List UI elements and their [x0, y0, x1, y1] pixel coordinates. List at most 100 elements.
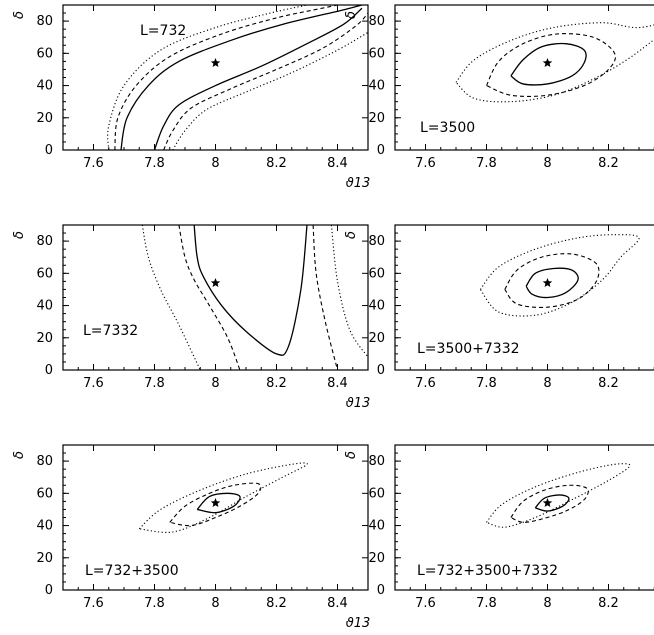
x-tick-label: 8 [211, 596, 219, 611]
y-tick-label: 0 [45, 363, 53, 378]
contour-solid [120, 5, 363, 150]
y-axis-label: δ [344, 451, 359, 459]
true-value-star [542, 278, 553, 288]
y-tick-label: 20 [368, 331, 385, 346]
y-tick-label: 0 [377, 583, 385, 598]
y-tick-label: 60 [368, 266, 385, 281]
y-tick-label: 60 [36, 46, 53, 61]
true-value-star [210, 498, 221, 508]
x-tick-label: 7.6 [83, 596, 104, 611]
contour-solid [534, 494, 570, 512]
x-tick-label: 7.8 [476, 376, 497, 391]
y-axis-label: δ [12, 451, 27, 459]
contour-dash [114, 5, 338, 150]
panel-label: L=3500+7332 [417, 341, 520, 357]
x-tick-label: 8.4 [327, 376, 348, 391]
y-tick-label: 0 [45, 583, 53, 598]
x-tick-label: 7.6 [83, 376, 104, 391]
y-tick-label: 20 [368, 111, 385, 126]
y-tick-label: 60 [36, 266, 53, 281]
x-tick-label: 7.8 [144, 156, 165, 171]
panel-5: 7.6 7.8 8 8.2 8.4 0 20 40 60 80 δ ϑ13 L=732+3500 [12, 444, 371, 631]
contour-dash [510, 484, 589, 523]
y-tick-label: 60 [368, 46, 385, 61]
contour-dot [330, 225, 368, 358]
panel-3: 7.6 7.8 8 8.2 8.4 0 20 40 60 80 δ ϑ13 L=7332 [12, 224, 371, 411]
contour-group [141, 225, 368, 370]
x-tick-label: 7.8 [476, 596, 497, 611]
contour-dot [479, 234, 640, 317]
y-axis-label: δ [344, 11, 359, 19]
y-tick-label: 40 [368, 299, 385, 314]
y-tick-label: 60 [368, 486, 385, 501]
x-tick-label: 7.6 [415, 376, 436, 391]
contour-dot [455, 22, 654, 103]
y-tick-label: 40 [368, 519, 385, 534]
y-tick-label: 0 [377, 363, 385, 378]
contour-group [479, 234, 640, 317]
y-tick-label: 40 [36, 299, 53, 314]
panel-label: L=7332 [83, 323, 138, 339]
panel-1: 7.6 7.8 8 8.2 8.4 0 20 40 60 80 δ ϑ13 L=732 [12, 4, 371, 191]
y-tick-label: 80 [368, 454, 385, 469]
contour-dot [138, 462, 308, 533]
panel-label: L=732+3500 [85, 563, 179, 579]
true-value-star [210, 278, 221, 288]
y-tick-label: 20 [36, 331, 53, 346]
x-tick-label: 8 [543, 596, 551, 611]
x-tick-label: 8.2 [266, 156, 287, 171]
contour-dot [107, 5, 308, 150]
contour-dash [504, 253, 600, 308]
x-tick-label: 8 [211, 376, 219, 391]
x-tick-label: 8.2 [266, 596, 287, 611]
y-tick-label: 60 [36, 486, 53, 501]
y-tick-label: 80 [368, 14, 385, 29]
x-tick-label: 8 [543, 156, 551, 171]
y-tick-label: 40 [36, 79, 53, 94]
contour-solid [525, 267, 579, 299]
contour-group [486, 463, 631, 528]
y-tick-label: 40 [36, 519, 53, 534]
panel-label: L=732+3500+7332 [417, 563, 558, 579]
x-axis-label: ϑ13 [346, 176, 371, 191]
y-tick-label: 80 [36, 234, 53, 249]
x-axis-label: ϑ13 [346, 396, 371, 411]
contour-group [138, 462, 308, 533]
contour-dash [312, 225, 339, 370]
y-axis-label: δ [12, 11, 27, 19]
x-tick-label: 8.2 [266, 376, 287, 391]
x-tick-label: 7.6 [83, 156, 104, 171]
y-tick-label: 20 [36, 111, 53, 126]
x-tick-label: 7.6 [415, 156, 436, 171]
y-tick-label: 80 [36, 454, 53, 469]
contour-dot [141, 225, 201, 370]
y-tick-label: 40 [368, 79, 385, 94]
true-value-star [542, 58, 553, 68]
x-tick-label: 7.8 [144, 596, 165, 611]
contour-dash [169, 482, 262, 527]
x-tick-label: 8 [211, 156, 219, 171]
y-tick-label: 80 [368, 234, 385, 249]
panel-label: L=3500 [420, 120, 475, 136]
true-value-star [542, 498, 553, 508]
contour-solid [153, 7, 363, 150]
contour-group [455, 22, 654, 103]
x-tick-label: 8.2 [598, 156, 619, 171]
y-tick-label: 20 [36, 551, 53, 566]
x-tick-label: 7.8 [476, 156, 497, 171]
x-tick-label: 8.2 [598, 596, 619, 611]
y-tick-label: 80 [36, 14, 53, 29]
contour-solid [510, 42, 587, 86]
contour-solid [196, 492, 241, 514]
y-tick-label: 20 [368, 551, 385, 566]
contour-dash [486, 33, 616, 97]
y-tick-label: 0 [377, 143, 385, 158]
panel-label: L=732 [140, 23, 186, 39]
contour-solid [193, 225, 308, 356]
x-tick-label: 8.4 [327, 596, 348, 611]
x-axis-label: ϑ13 [346, 616, 371, 631]
x-tick-label: 8.2 [598, 376, 619, 391]
